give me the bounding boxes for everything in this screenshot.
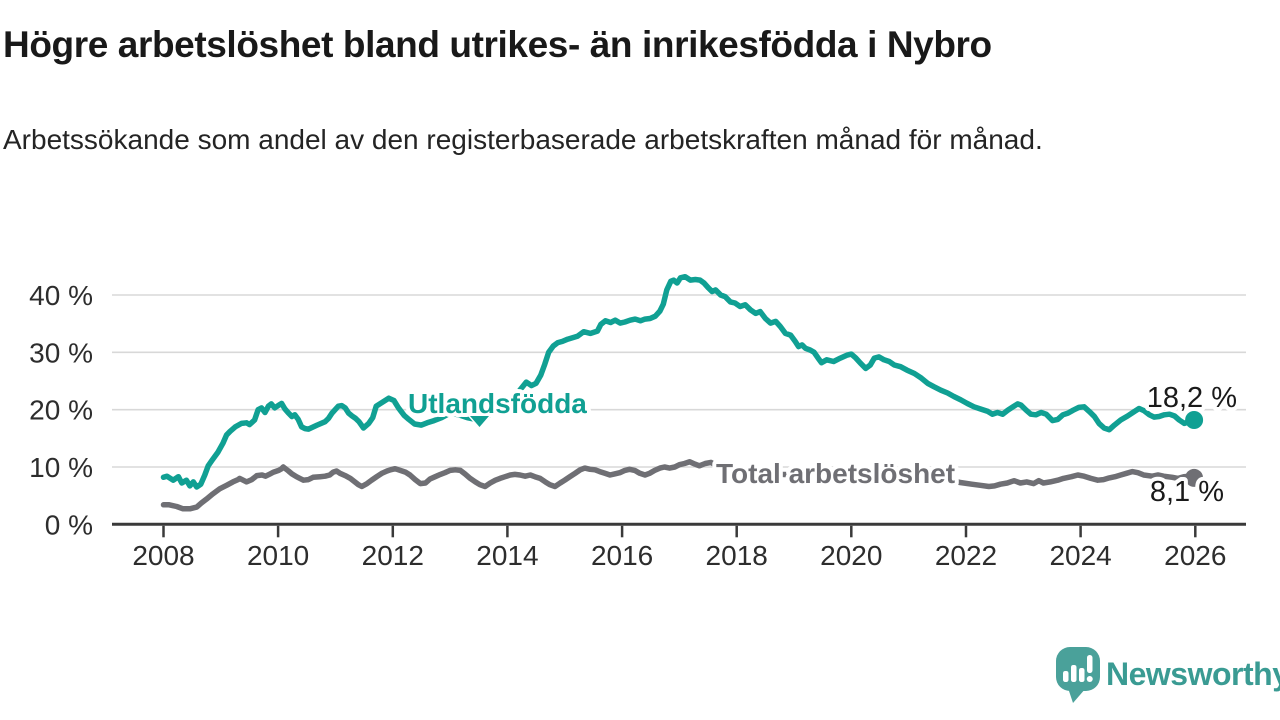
series-label-caret-icon — [466, 414, 493, 430]
x-axis-tick-label: 2010 — [247, 540, 309, 571]
newsworthy-logo-text: Newsworthy — [1106, 656, 1280, 692]
series-end-value-label: 18,2 % — [1147, 382, 1237, 414]
series-end-dot — [1185, 411, 1204, 429]
y-axis-tick-label: 40 % — [29, 280, 93, 311]
series-end-value-label: 8,1 % — [1150, 476, 1224, 508]
page-title: Högre arbetslöshet bland utrikes- än inr… — [3, 24, 992, 65]
y-axis-tick-label: 10 % — [29, 452, 93, 483]
newsworthy-chart-bubble-icon — [1056, 647, 1100, 703]
series-line-total — [160, 459, 1197, 512]
series-label-utlandsfodda: Utlandsfödda — [408, 388, 587, 419]
x-axis-tick-label: 2026 — [1164, 540, 1226, 571]
series-end-dot — [1185, 468, 1204, 487]
series-label-total: Total arbetslöshet — [716, 458, 955, 489]
y-axis-tick-label: 0 % — [45, 509, 93, 540]
y-axis-tick-label: 30 % — [29, 337, 93, 368]
chart-subtitle: Arbetssökande som andel av den registerb… — [3, 124, 1043, 155]
y-axis-tick-label: 20 % — [29, 395, 93, 426]
x-axis-tick-label: 2022 — [935, 540, 997, 571]
x-axis-tick-label: 2020 — [820, 540, 882, 571]
x-axis-tick-label: 2008 — [132, 540, 194, 571]
x-axis-tick-label: 2024 — [1049, 540, 1111, 571]
series-line-utlandsfodda — [160, 273, 1197, 490]
x-axis-tick-label: 2016 — [591, 540, 653, 571]
x-axis-tick-label: 2018 — [706, 540, 768, 571]
x-axis-tick-label: 2012 — [362, 540, 424, 571]
x-axis-tick-label: 2014 — [476, 540, 538, 571]
newsworthy-logo: Newsworthy — [1054, 645, 1280, 705]
